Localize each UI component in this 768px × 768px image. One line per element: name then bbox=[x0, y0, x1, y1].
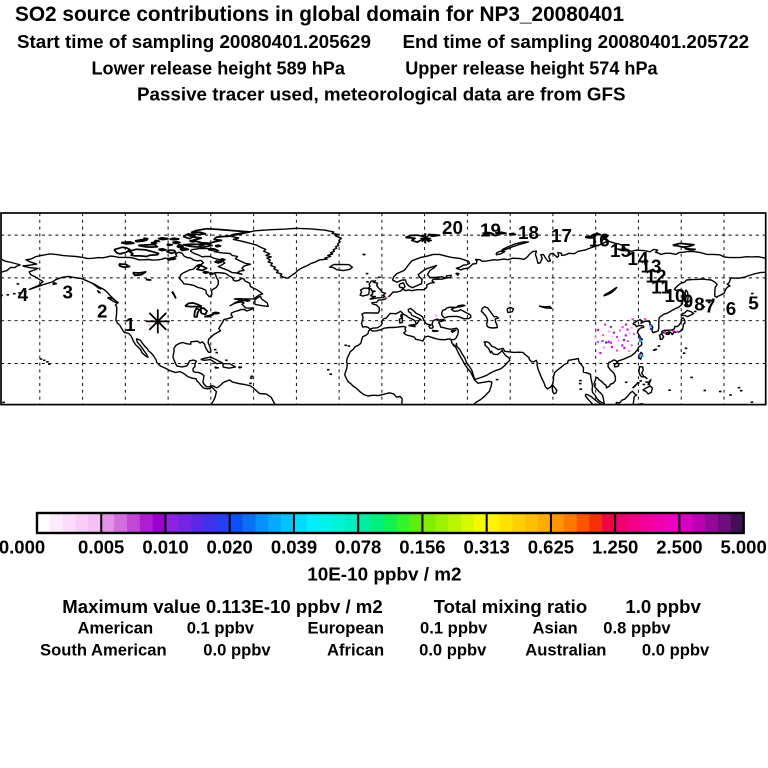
svg-text:European: European bbox=[308, 619, 385, 638]
svg-text:Asian: Asian bbox=[533, 619, 578, 638]
svg-text:Maximum value 0.113E-10 ppbv: Maximum value 0.113E-10 ppbv / m2 bbox=[62, 596, 382, 617]
svg-text:0.020: 0.020 bbox=[207, 537, 253, 558]
svg-text:0.1 ppbv: 0.1 ppbv bbox=[420, 619, 488, 638]
svg-text:18: 18 bbox=[518, 222, 539, 243]
svg-text:10E-10 ppbv / m2: 10E-10 ppbv / m2 bbox=[307, 565, 461, 586]
svg-text:American: American bbox=[78, 619, 154, 638]
svg-text:0.039: 0.039 bbox=[271, 537, 317, 558]
svg-text:19: 19 bbox=[480, 220, 501, 241]
svg-text:6: 6 bbox=[726, 298, 736, 319]
svg-text:South American: South American bbox=[40, 641, 167, 660]
svg-text:Start time of sampling 2008040: Start time of sampling 20080401.205629 bbox=[17, 31, 371, 52]
svg-text:Lower release height 589 hPa: Lower release height 589 hPa bbox=[92, 59, 346, 79]
svg-text:1.0 ppbv: 1.0 ppbv bbox=[625, 596, 701, 617]
svg-text:0.156: 0.156 bbox=[399, 537, 445, 558]
svg-text:0.313: 0.313 bbox=[464, 537, 510, 558]
svg-text:Total mixing ratio: Total mixing ratio bbox=[434, 596, 588, 617]
svg-text:0.8 ppbv: 0.8 ppbv bbox=[603, 619, 671, 638]
svg-text:15: 15 bbox=[610, 240, 631, 261]
svg-text:14: 14 bbox=[628, 248, 649, 269]
svg-text:4: 4 bbox=[18, 284, 29, 305]
svg-text:8: 8 bbox=[694, 294, 704, 315]
svg-text:0.000: 0.000 bbox=[0, 537, 45, 558]
svg-text:0.078: 0.078 bbox=[335, 537, 381, 558]
svg-text:10: 10 bbox=[665, 285, 686, 306]
svg-text:0.625: 0.625 bbox=[528, 537, 574, 558]
svg-text:0.0 ppbv: 0.0 ppbv bbox=[419, 641, 487, 660]
svg-text:7: 7 bbox=[705, 296, 715, 317]
svg-text:0.0 ppbv: 0.0 ppbv bbox=[642, 641, 710, 660]
svg-text:5.000: 5.000 bbox=[720, 537, 766, 558]
svg-text:2: 2 bbox=[97, 300, 107, 321]
svg-text:End time of sampling 20080401.: End time of sampling 20080401.205722 bbox=[403, 31, 750, 52]
svg-text:0.010: 0.010 bbox=[142, 537, 188, 558]
svg-text:11: 11 bbox=[651, 277, 671, 298]
svg-text:African: African bbox=[327, 641, 384, 660]
svg-text:Upper release height 574 hPa: Upper release height 574 hPa bbox=[405, 59, 658, 79]
svg-text:Australian: Australian bbox=[525, 641, 606, 660]
svg-text:9: 9 bbox=[683, 291, 693, 312]
svg-text:20: 20 bbox=[442, 217, 463, 238]
svg-text:1.250: 1.250 bbox=[592, 537, 638, 558]
svg-text:Passive tracer used, meteorolo: Passive tracer used, meteorological data… bbox=[137, 84, 626, 105]
svg-text:0.005: 0.005 bbox=[78, 537, 124, 558]
svg-text:5: 5 bbox=[748, 293, 758, 314]
svg-text:0.1 ppbv: 0.1 ppbv bbox=[187, 619, 255, 638]
svg-text:SO2 source contributions in gl: SO2 source contributions in global domai… bbox=[15, 3, 624, 26]
svg-text:3: 3 bbox=[62, 282, 72, 303]
svg-text:16: 16 bbox=[589, 230, 610, 251]
svg-text:2.500: 2.500 bbox=[656, 537, 702, 558]
svg-text:13: 13 bbox=[641, 256, 662, 277]
svg-text:1: 1 bbox=[125, 314, 135, 335]
svg-text:12: 12 bbox=[646, 266, 667, 287]
svg-text:17: 17 bbox=[551, 225, 572, 246]
svg-text:0.0 ppbv: 0.0 ppbv bbox=[203, 641, 271, 660]
